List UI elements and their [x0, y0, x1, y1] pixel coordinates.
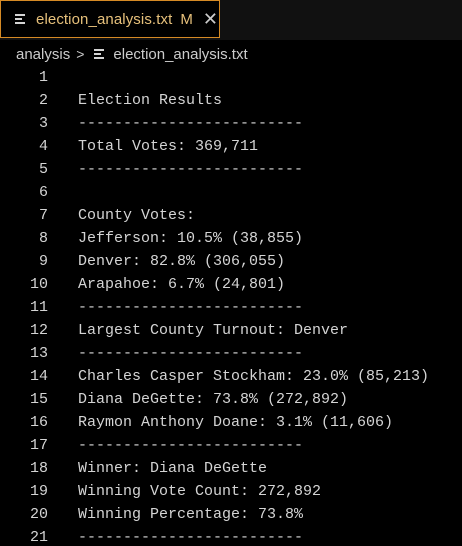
editor-line[interactable]: 1: [0, 66, 462, 89]
line-number: 17: [29, 437, 48, 454]
editor-line[interactable]: 10 Arapahoe: 6.7% (24,801): [0, 273, 462, 296]
close-icon[interactable]: ✕: [202, 9, 218, 29]
line-number: 11: [29, 299, 48, 316]
line-number: 16: [29, 414, 48, 431]
line-number: 18: [29, 460, 48, 477]
line-number: 2: [38, 92, 48, 109]
editor-line[interactable]: 18 Winner: Diana DeGette: [0, 457, 462, 480]
editor-line[interactable]: 21 -------------------------: [0, 526, 462, 546]
text-editor[interactable]: 1 2 Election Results 3 ---------------------…: [0, 66, 462, 546]
tab-title: election_analysis.txt: [36, 10, 173, 28]
editor-line[interactable]: 17 -------------------------: [0, 434, 462, 457]
editor-line[interactable]: 4 Total Votes: 369,711: [0, 135, 462, 158]
line-text: Winner: Diana DeGette: [78, 460, 268, 477]
file-lines-icon: [15, 13, 26, 25]
editor-line[interactable]: 12 Largest County Turnout: Denver: [0, 319, 462, 342]
editor-line[interactable]: 6: [0, 181, 462, 204]
line-text: -------------------------: [78, 161, 304, 178]
tab-bar: election_analysis.txt M ✕: [0, 0, 462, 40]
editor-line[interactable]: 3 -------------------------: [0, 112, 462, 135]
editor-line[interactable]: 19 Winning Vote Count: 272,892: [0, 480, 462, 503]
breadcrumb: analysis > election_analysis.txt: [0, 40, 462, 68]
line-number: 13: [29, 345, 48, 362]
file-lines-icon: [94, 48, 105, 60]
line-text: Denver: 82.8% (306,055): [78, 253, 286, 270]
line-text: Largest County Turnout: Denver: [78, 322, 349, 339]
breadcrumb-folder[interactable]: analysis: [16, 45, 71, 63]
line-number: 5: [38, 161, 48, 178]
line-number: 4: [38, 138, 48, 155]
line-number: 8: [38, 230, 48, 247]
line-number: 15: [29, 391, 48, 408]
line-text: Arapahoe: 6.7% (24,801): [78, 276, 286, 293]
line-text: -------------------------: [78, 115, 304, 132]
editor-line[interactable]: 7 County Votes:: [0, 204, 462, 227]
line-text: County Votes:: [78, 207, 196, 224]
editor-line[interactable]: 16 Raymon Anthony Doane: 3.1% (11,606): [0, 411, 462, 434]
editor-line[interactable]: 11 -------------------------: [0, 296, 462, 319]
editor-line[interactable]: 13 -------------------------: [0, 342, 462, 365]
modified-indicator: M: [180, 10, 193, 28]
editor-line[interactable]: 2 Election Results: [0, 89, 462, 112]
line-text: Raymon Anthony Doane: 3.1% (11,606): [78, 414, 394, 431]
line-number: 1: [38, 69, 48, 86]
chevron-right-icon: >: [76, 46, 85, 62]
line-text: Jefferson: 10.5% (38,855): [78, 230, 304, 247]
line-text: Total Votes: 369,711: [78, 138, 259, 155]
tab-election-analysis[interactable]: election_analysis.txt M ✕: [0, 0, 220, 38]
breadcrumb-file[interactable]: election_analysis.txt: [113, 45, 248, 63]
editor-line[interactable]: 15 Diana DeGette: 73.8% (272,892): [0, 388, 462, 411]
line-number: 19: [29, 483, 48, 500]
line-number: 10: [29, 276, 48, 293]
line-text: -------------------------: [78, 299, 304, 316]
line-number: 6: [38, 184, 48, 201]
line-number: 7: [38, 207, 48, 224]
line-text: Diana DeGette: 73.8% (272,892): [78, 391, 349, 408]
line-text: Election Results: [78, 92, 223, 109]
line-number: 12: [29, 322, 48, 339]
line-text: -------------------------: [78, 529, 304, 546]
line-number: 20: [29, 506, 48, 523]
editor-line[interactable]: 14 Charles Casper Stockham: 23.0% (85,213…: [0, 365, 462, 388]
editor-line[interactable]: 5 -------------------------: [0, 158, 462, 181]
editor-line[interactable]: 9 Denver: 82.8% (306,055): [0, 250, 462, 273]
line-text: Charles Casper Stockham: 23.0% (85,213): [78, 368, 430, 385]
editor-line[interactable]: 20 Winning Percentage: 73.8%: [0, 503, 462, 526]
line-number: 14: [29, 368, 48, 385]
line-number: 3: [38, 115, 48, 132]
line-number: 21: [29, 529, 48, 546]
line-text: Winning Vote Count: 272,892: [78, 483, 322, 500]
line-text: -------------------------: [78, 345, 304, 362]
line-text: -------------------------: [78, 437, 304, 454]
line-number: 9: [38, 253, 48, 270]
line-text: Winning Percentage: 73.8%: [78, 506, 304, 523]
editor-line[interactable]: 8 Jefferson: 10.5% (38,855): [0, 227, 462, 250]
